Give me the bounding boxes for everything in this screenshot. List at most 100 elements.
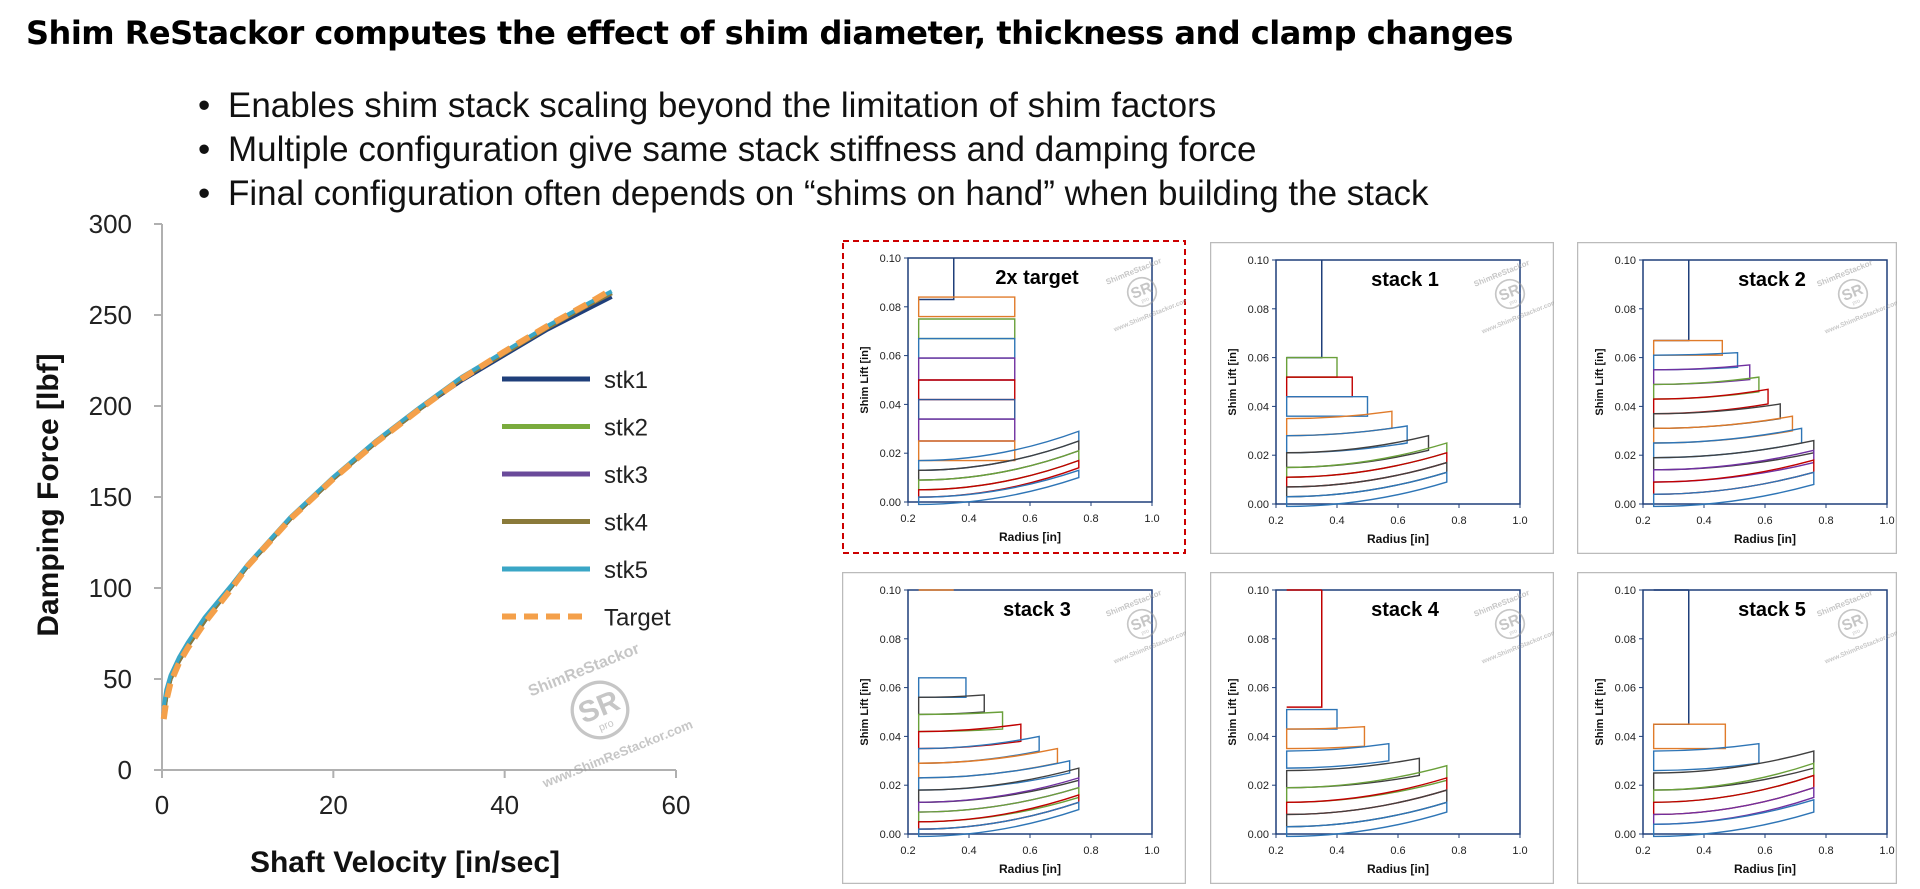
x-tick-label: 20 — [319, 790, 348, 820]
x-tick-label: 0.8 — [1818, 845, 1833, 857]
x-tick-label: 0.8 — [1451, 845, 1466, 857]
clamp-step — [1286, 590, 1323, 708]
y-tick-label: 0.00 — [1248, 829, 1269, 841]
watermark-ring — [1494, 608, 1526, 640]
y-tick-label: 0.06 — [1615, 353, 1636, 365]
watermark-url: www.ShimReStackor.com — [1823, 299, 1897, 336]
y-tick-label: 0.10 — [1615, 255, 1636, 267]
x-tick-label: 0.2 — [900, 845, 915, 857]
clamp-step — [1653, 590, 1690, 725]
shim-deflection-chart: 0.00 0.02 0.04 0.06 0.08 0.10 0.2 0.4 0.6 0.8 1.0 R… — [1576, 571, 1901, 885]
x-tick-label: 0.2 — [1268, 845, 1283, 857]
slide-title: Shim ReStackor computes the effect of sh… — [26, 14, 1513, 52]
watermark-logo-text: SR — [1840, 281, 1866, 305]
shim-deflection-chart: 0.00 0.02 0.04 0.06 0.08 0.10 0.2 0.4 0.6 0.8 1.0 R… — [841, 571, 1190, 885]
y-tick-label: 0.02 — [1248, 450, 1269, 462]
shim-outline — [917, 747, 1059, 779]
x-axis-title: Radius [in] — [999, 862, 1061, 876]
y-axis-title: Shim Lift [in] — [1227, 678, 1239, 746]
y-tick-label: 0.08 — [1615, 634, 1636, 646]
shim-outline — [1285, 801, 1448, 838]
legend-label: stk1 — [604, 367, 648, 394]
panel-title: stack 3 — [1003, 599, 1071, 621]
x-tick-label: 0.4 — [961, 513, 976, 525]
shim-outline — [1285, 425, 1408, 454]
series-line-stk3 — [161, 291, 613, 714]
legend-label: stk2 — [604, 415, 648, 442]
panel-border — [1576, 571, 1898, 885]
shim-outline — [917, 677, 967, 699]
watermark-brand: ShimReStackor — [1105, 256, 1163, 286]
panel-border — [1209, 241, 1555, 555]
clamp-outline — [918, 258, 955, 301]
x-tick-label: 1.0 — [1879, 515, 1894, 527]
y-tick-label: 0.04 — [880, 731, 901, 743]
shim-outline — [917, 723, 1022, 750]
shim-outline — [1652, 403, 1781, 430]
x-tick-label: 0.8 — [1451, 515, 1466, 527]
plot-frame — [1275, 589, 1521, 835]
y-tick-label: 0.00 — [1615, 499, 1636, 511]
panel-title: stack 2 — [1738, 269, 1806, 291]
shim-deflection-chart: 0.00 0.02 0.04 0.06 0.08 0.10 0.2 0.4 0.6 0.8 1.0 R… — [1209, 571, 1558, 885]
shim-outline — [1285, 742, 1390, 769]
shim-outline — [1285, 356, 1338, 378]
watermark-url: www.ShimReStackor.com — [1480, 629, 1554, 666]
watermark-logo-text: SR — [1497, 281, 1523, 305]
watermark-ring — [1494, 278, 1526, 310]
panel-title: 2x target — [995, 267, 1079, 289]
x-axis-title: Shaft Velocity [in/sec] — [250, 846, 560, 879]
watermark-logo-sub: pro — [597, 717, 616, 734]
watermark-logo-sub: pro — [1509, 298, 1519, 307]
panel-stack-5: 0.00 0.02 0.04 0.06 0.08 0.10 0.2 0.4 0.6 0.8 1.0 R… — [1576, 571, 1901, 885]
panel-border — [1209, 571, 1555, 885]
y-axis-title: Shim Lift [in] — [859, 678, 871, 746]
y-axis-title: Shim Lift [in] — [1594, 678, 1606, 746]
x-tick-label: 0.6 — [1022, 845, 1037, 857]
x-tick-label: 0.6 — [1390, 845, 1405, 857]
shim-outline — [1652, 723, 1727, 750]
x-axis-title: Radius [in] — [1367, 532, 1429, 546]
x-tick-label: 40 — [490, 790, 519, 820]
shim-outline — [1652, 415, 1794, 444]
x-tick-label: 1.0 — [1144, 845, 1159, 857]
watermark-url: www.ShimReStackor.com — [539, 717, 694, 791]
legend-label: stk3 — [604, 462, 648, 489]
panel-stack-2: 0.00 0.02 0.04 0.06 0.08 0.10 0.2 0.4 0.6 0.8 1.0 R… — [1576, 241, 1901, 555]
watermark-url: www.ShimReStackor.com — [1823, 629, 1897, 666]
watermark-brand: ShimReStackor — [1816, 258, 1874, 288]
y-axis-title: Shim Lift [in] — [859, 346, 871, 414]
series-line-stk1 — [161, 295, 613, 716]
legend-label: stk5 — [604, 557, 648, 584]
y-tick-label: 0.00 — [880, 829, 901, 841]
watermark-logo-text: SR — [1129, 611, 1155, 635]
x-tick-label: 0.2 — [900, 513, 915, 525]
shim-outline — [1652, 427, 1803, 459]
panel-2x-target: 0.00 0.02 0.04 0.06 0.08 0.10 0.2 0.4 0.6 0.8 1.0 R… — [842, 240, 1190, 554]
shim-outline — [1285, 410, 1393, 437]
watermark-logo-sub: pro — [1852, 298, 1862, 307]
y-tick-label: 0.02 — [880, 448, 901, 460]
x-tick-label: 0.8 — [1083, 513, 1098, 525]
y-tick-label: 0.00 — [1248, 499, 1269, 511]
y-tick-label: 0.08 — [880, 302, 901, 314]
y-tick-label: 300 — [89, 209, 132, 239]
x-tick-label: 0.2 — [1268, 515, 1283, 527]
shim-outline — [917, 801, 1080, 838]
watermark-brand: ShimReStackor — [1816, 588, 1874, 618]
shim-outline — [917, 379, 1016, 401]
y-tick-label: 0.08 — [1615, 304, 1636, 316]
panel-border — [841, 571, 1187, 885]
panel-stack-1: 0.00 0.02 0.04 0.06 0.08 0.10 0.2 0.4 0.6 0.8 1.0 R… — [1209, 241, 1558, 555]
y-tick-label: 0.04 — [880, 399, 901, 411]
watermark-brand: ShimReStackor — [1473, 258, 1531, 288]
y-axis-title: Damping Force [lbf] — [32, 353, 65, 636]
y-tick-label: 0.02 — [1615, 450, 1636, 462]
series-line-stk5 — [161, 289, 613, 707]
y-tick-label: 150 — [89, 482, 132, 512]
watermark-ring — [1837, 608, 1869, 640]
y-tick-label: 0.04 — [1615, 731, 1636, 743]
